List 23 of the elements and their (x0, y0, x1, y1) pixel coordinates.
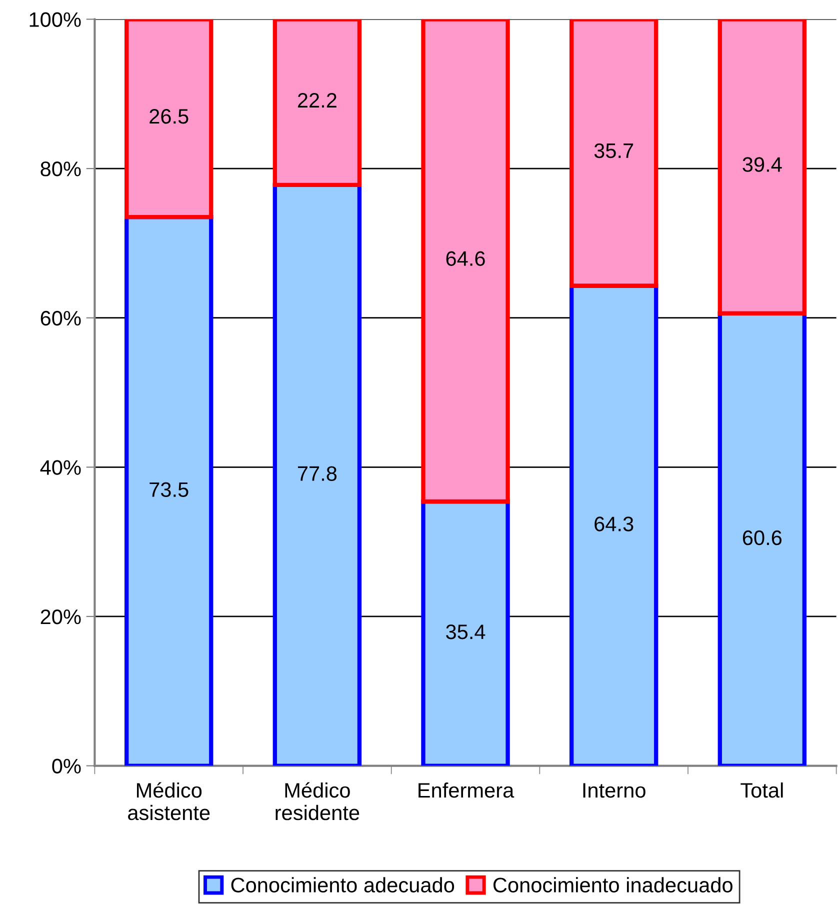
data-label: 73.5 (150, 482, 188, 498)
x-tick-label: Médico residente (276, 782, 360, 820)
x-tick-label: Total (740, 782, 783, 798)
y-tick-label: 40% (40, 460, 81, 475)
y-tick-label: 0% (52, 758, 81, 774)
x-tick-label: Interno (583, 783, 646, 798)
data-label: 22.2 (298, 92, 336, 108)
data-label: 60.6 (742, 530, 782, 546)
data-label: 64.6 (446, 251, 485, 266)
y-tick-label: 80% (40, 162, 81, 176)
y-tick-label: 20% (40, 609, 81, 624)
data-label: 64.3 (594, 516, 634, 532)
x-tick-label: Enfermera (418, 782, 514, 798)
legend-label: Conocimiento adecuado (231, 877, 454, 892)
legend-label: Conocimiento inadecuado (493, 877, 732, 892)
data-label: 39.4 (742, 157, 782, 172)
data-label: 35.4 (446, 624, 486, 640)
data-label: 35.7 (594, 143, 634, 158)
x-tick-label: Médico asistente (128, 782, 210, 820)
data-label: 77.8 (298, 466, 337, 481)
data-label: 26.5 (150, 108, 188, 124)
y-tick-label: 60% (40, 310, 81, 326)
y-tick-label: 100% (30, 12, 81, 27)
